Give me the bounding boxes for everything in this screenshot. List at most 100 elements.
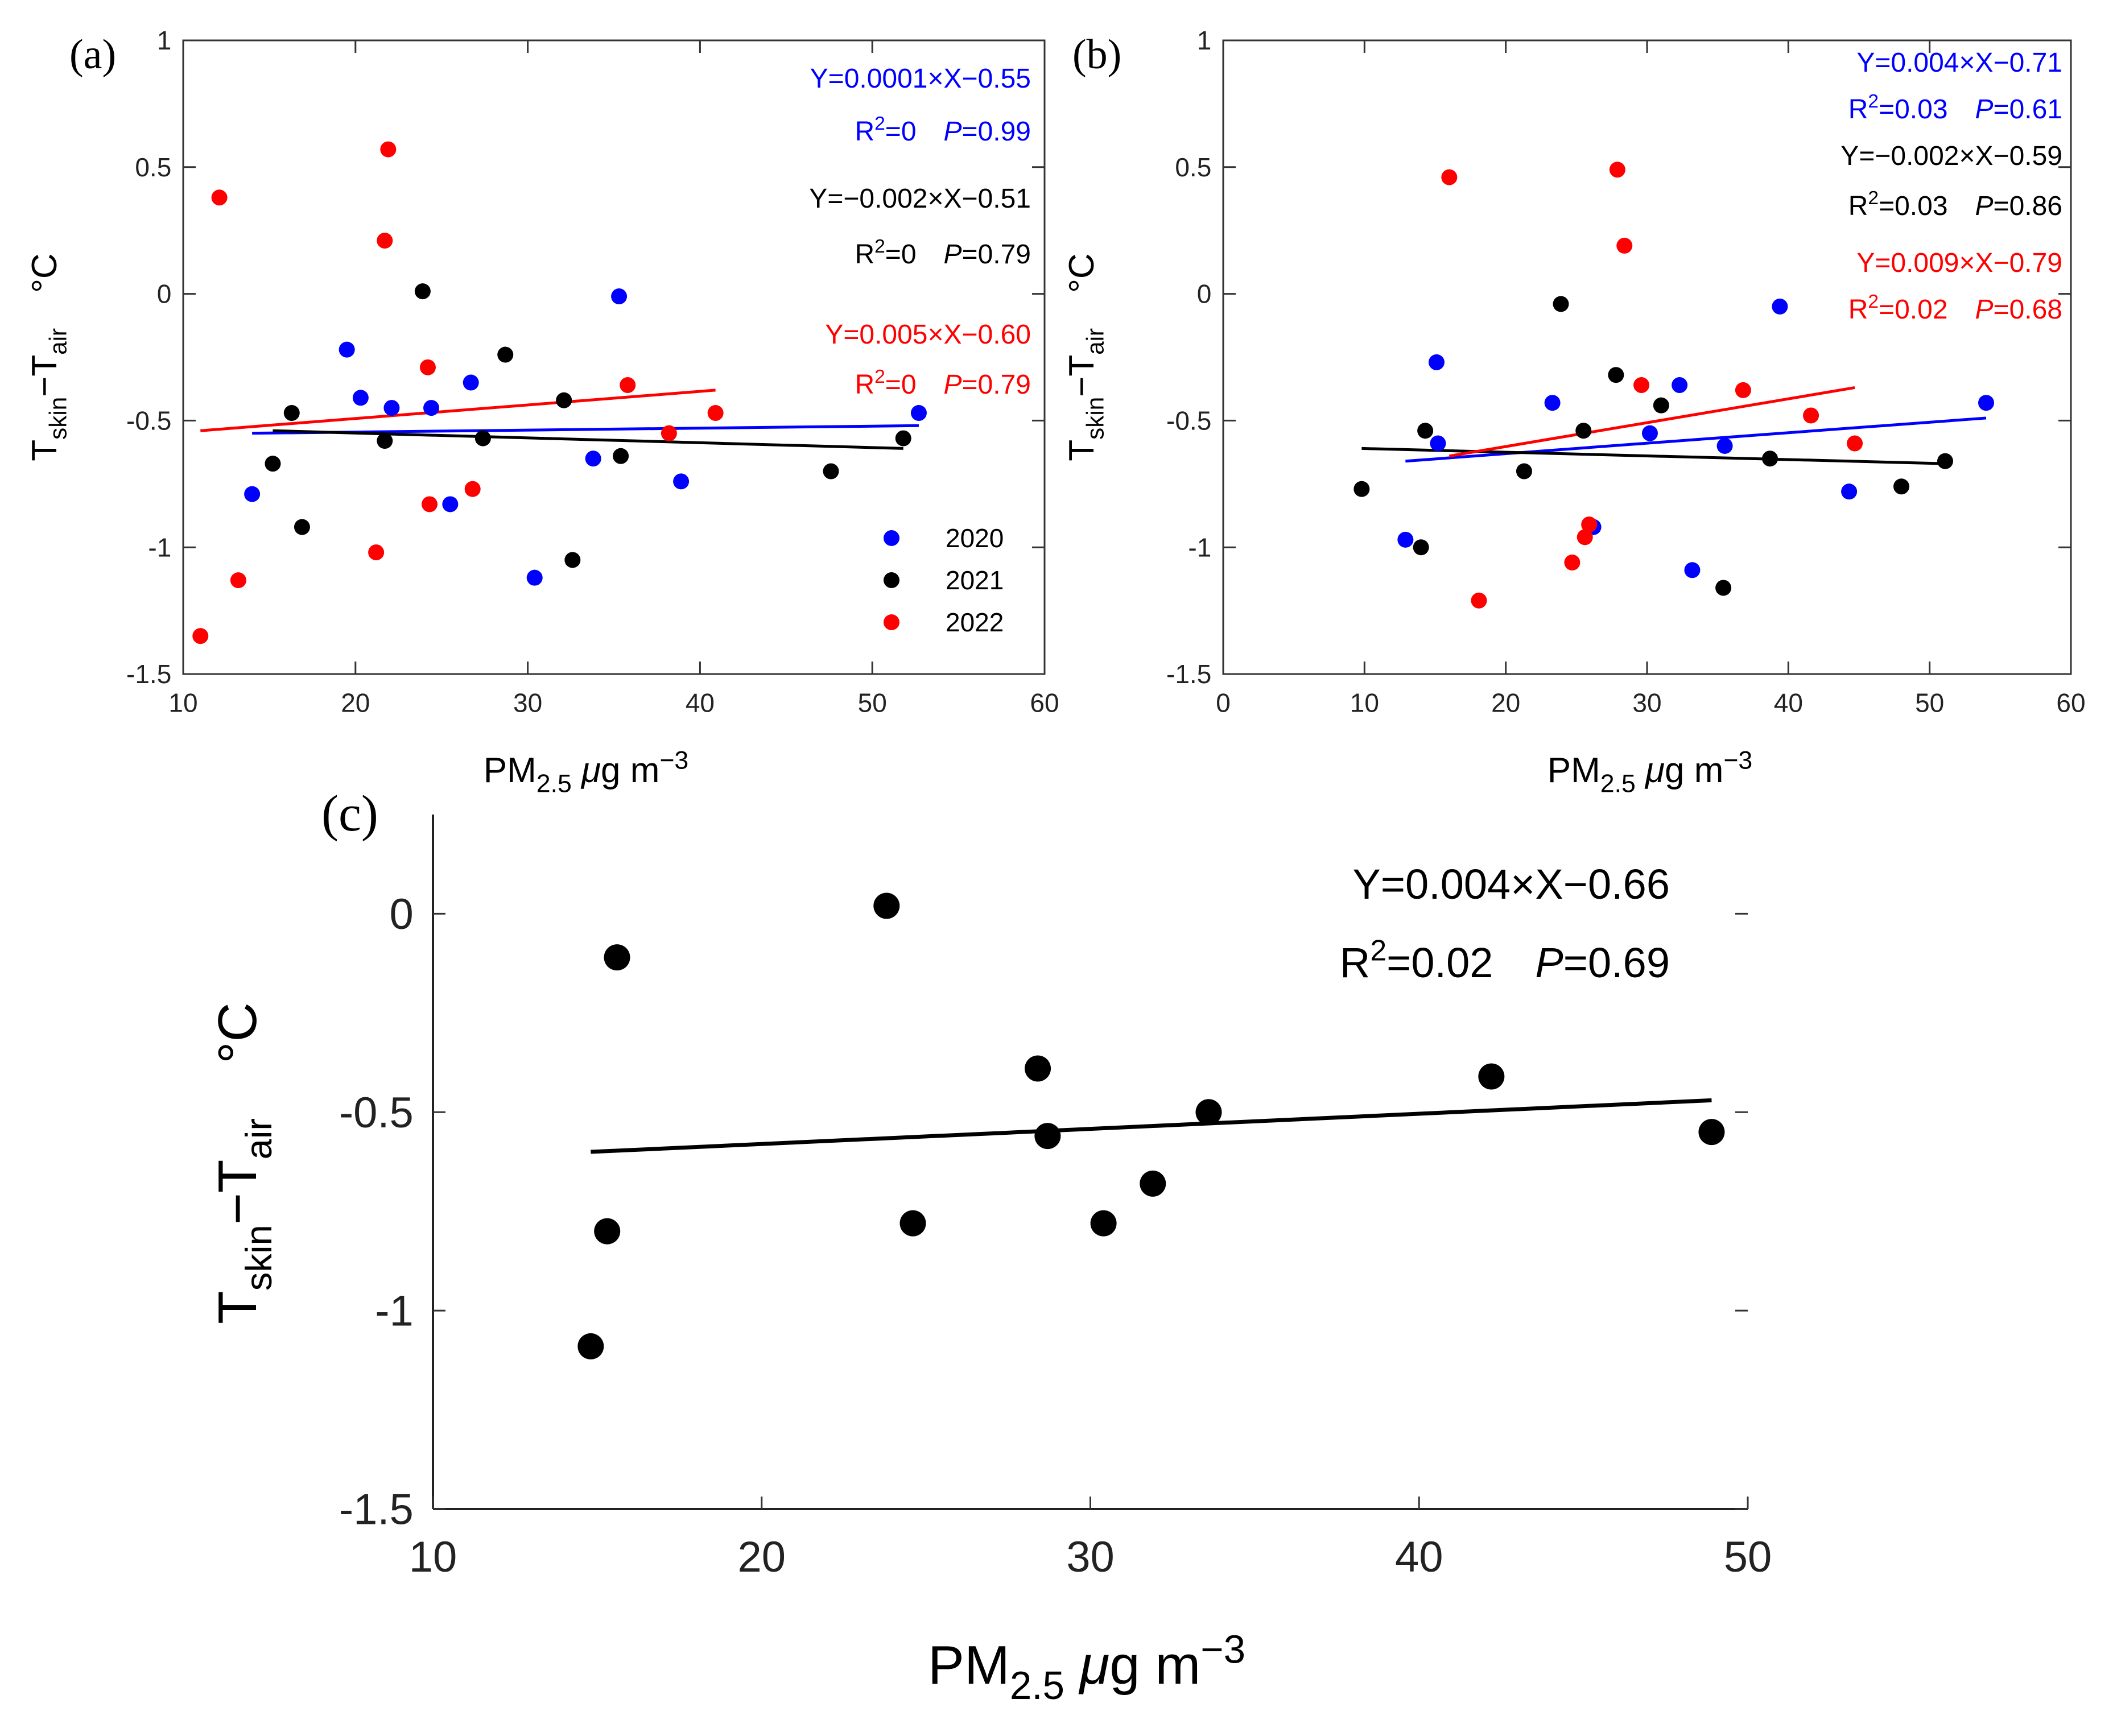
data-point-all [577,1333,604,1359]
fit-line-2021 [1361,447,1946,465]
y-tick-label: 0.5 [1175,152,1211,182]
x-tick-label: 30 [1066,1533,1115,1581]
data-point-2022 [620,377,636,394]
data-point-2022 [1803,407,1819,424]
data-point-2022 [211,189,228,206]
x-tick-label: 20 [1491,688,1520,718]
data-point-2021 [1575,423,1592,439]
data-point-all [1140,1170,1166,1197]
plot-frame [182,39,1046,675]
data-point-2020 [1841,483,1858,500]
data-point-2021 [1553,296,1569,312]
data-point-2021 [1516,463,1532,480]
data-point-2020 [585,450,601,467]
legend-label-2021: 2021 [946,565,1004,595]
data-point-2022 [419,359,436,375]
data-point-2020 [611,288,628,305]
data-point-2020 [1428,354,1445,370]
data-point-2021 [414,283,431,300]
data-point-2022 [1581,516,1598,533]
data-point-2021 [1413,539,1429,556]
data-point-all [1090,1210,1117,1237]
x-tick-label: 40 [1774,688,1803,718]
data-point-2022 [464,481,481,497]
data-point-2020 [1672,377,1688,394]
data-point-2021 [1762,450,1778,467]
fit-line-2021 [273,429,903,450]
x-tick-label: 30 [513,688,542,718]
legend-label-2022: 2022 [946,607,1004,637]
data-point-all [1025,1055,1051,1082]
panel-a: 10 20 30 40 50 60 -1.5 -1 -0.5 0 0.5 1 (a) Tskin−Tair… [25,26,1059,797]
data-point-all [899,1210,926,1237]
x-tick-label: 50 [1915,688,1944,718]
fit-equation: Y=0.004×X−0.71 [1856,48,2062,78]
legend: 2020 2021 2022 [884,523,1004,637]
y-tick-label: -1 [1188,532,1211,562]
y-tick-label: -0.5 [339,1089,414,1137]
data-point-2020 [1641,425,1658,441]
data-point-2020 [1772,298,1788,315]
data-point-2022 [1847,435,1863,452]
data-point-2020 [1684,562,1701,578]
x-tick-label: 50 [1724,1533,1772,1581]
x-axis-label: PM2.5 μg m−3 [928,1627,1245,1708]
data-point-2020 [910,405,927,421]
data-point-2022 [1441,169,1458,185]
data-point-2022 [1577,529,1593,545]
fit-equation: Y=0.009×X−0.79 [1856,248,2062,278]
data-point-2021 [294,519,310,535]
y-tick-label: 0 [1197,279,1212,309]
panel-c: 10 20 30 40 50 -1.5 -1 -0.5 0(c) Tskin−Tair °C PM2… [207,786,1772,1708]
data-point-2020 [463,374,479,391]
panel-label: (b) [1072,31,1121,78]
data-point-2022 [377,233,393,249]
data-point-2020 [1978,395,1994,411]
data-point-2021 [377,433,393,449]
y-tick-label: -1.5 [1166,659,1211,689]
fit-stats: R2=0 P=0.99 [855,113,1031,147]
fit-line-2022 [200,388,716,432]
y-tick-label: -1 [148,532,171,562]
x-tick-label: 30 [1632,688,1661,718]
data-point-all [604,944,630,971]
fit-equation: Y=0.005×X−0.60 [825,320,1031,350]
data-point-2022 [422,496,438,512]
panel-label: (a) [69,31,116,78]
x-tick-label: 20 [341,688,370,718]
y-tick-label: 0 [157,279,172,309]
data-point-2021 [895,430,911,447]
data-point-2021 [474,430,491,447]
panel-label: (c) [321,786,378,842]
data-point-all [873,892,900,919]
data-point-all [1195,1099,1222,1126]
data-point-2022 [230,572,246,589]
fit-line-2020 [1405,416,1987,463]
data-point-2020 [673,473,690,490]
data-point-2021 [613,448,629,464]
data-point-2021 [1417,423,1434,439]
data-point-2022 [1564,554,1580,571]
data-point-2020 [442,496,459,512]
data-point-all [1034,1123,1061,1150]
data-point-2021 [1608,367,1624,383]
y-tick-label: -1 [375,1287,414,1336]
fit-equation: Y=−0.002×X−0.59 [1840,141,2062,171]
data-point-2020 [526,569,543,586]
y-tick-label: -1.5 [339,1486,414,1534]
fit-stats: R2=0 P=0.79 [855,366,1031,400]
y-axis-label: Tskin−Tair °C [207,1002,279,1324]
fit-line-2022 [1449,386,1855,458]
data-point-2022 [661,425,677,441]
fit-stats: R2=0.03 P=0.86 [1848,188,2062,221]
x-tick-label: 40 [686,688,715,718]
data-point-2020 [339,341,355,358]
data-point-2022 [1616,237,1633,254]
x-axis-label: PM2.5 μg m−3 [1547,746,1753,797]
x-tick-label: 60 [2056,688,2085,718]
data-point-2022 [1633,377,1650,394]
fit-equation: Y=−0.002×X−0.51 [809,184,1031,214]
y-axis-label: Tskin−Tair °C [25,253,71,461]
data-point-2020 [1716,437,1733,454]
